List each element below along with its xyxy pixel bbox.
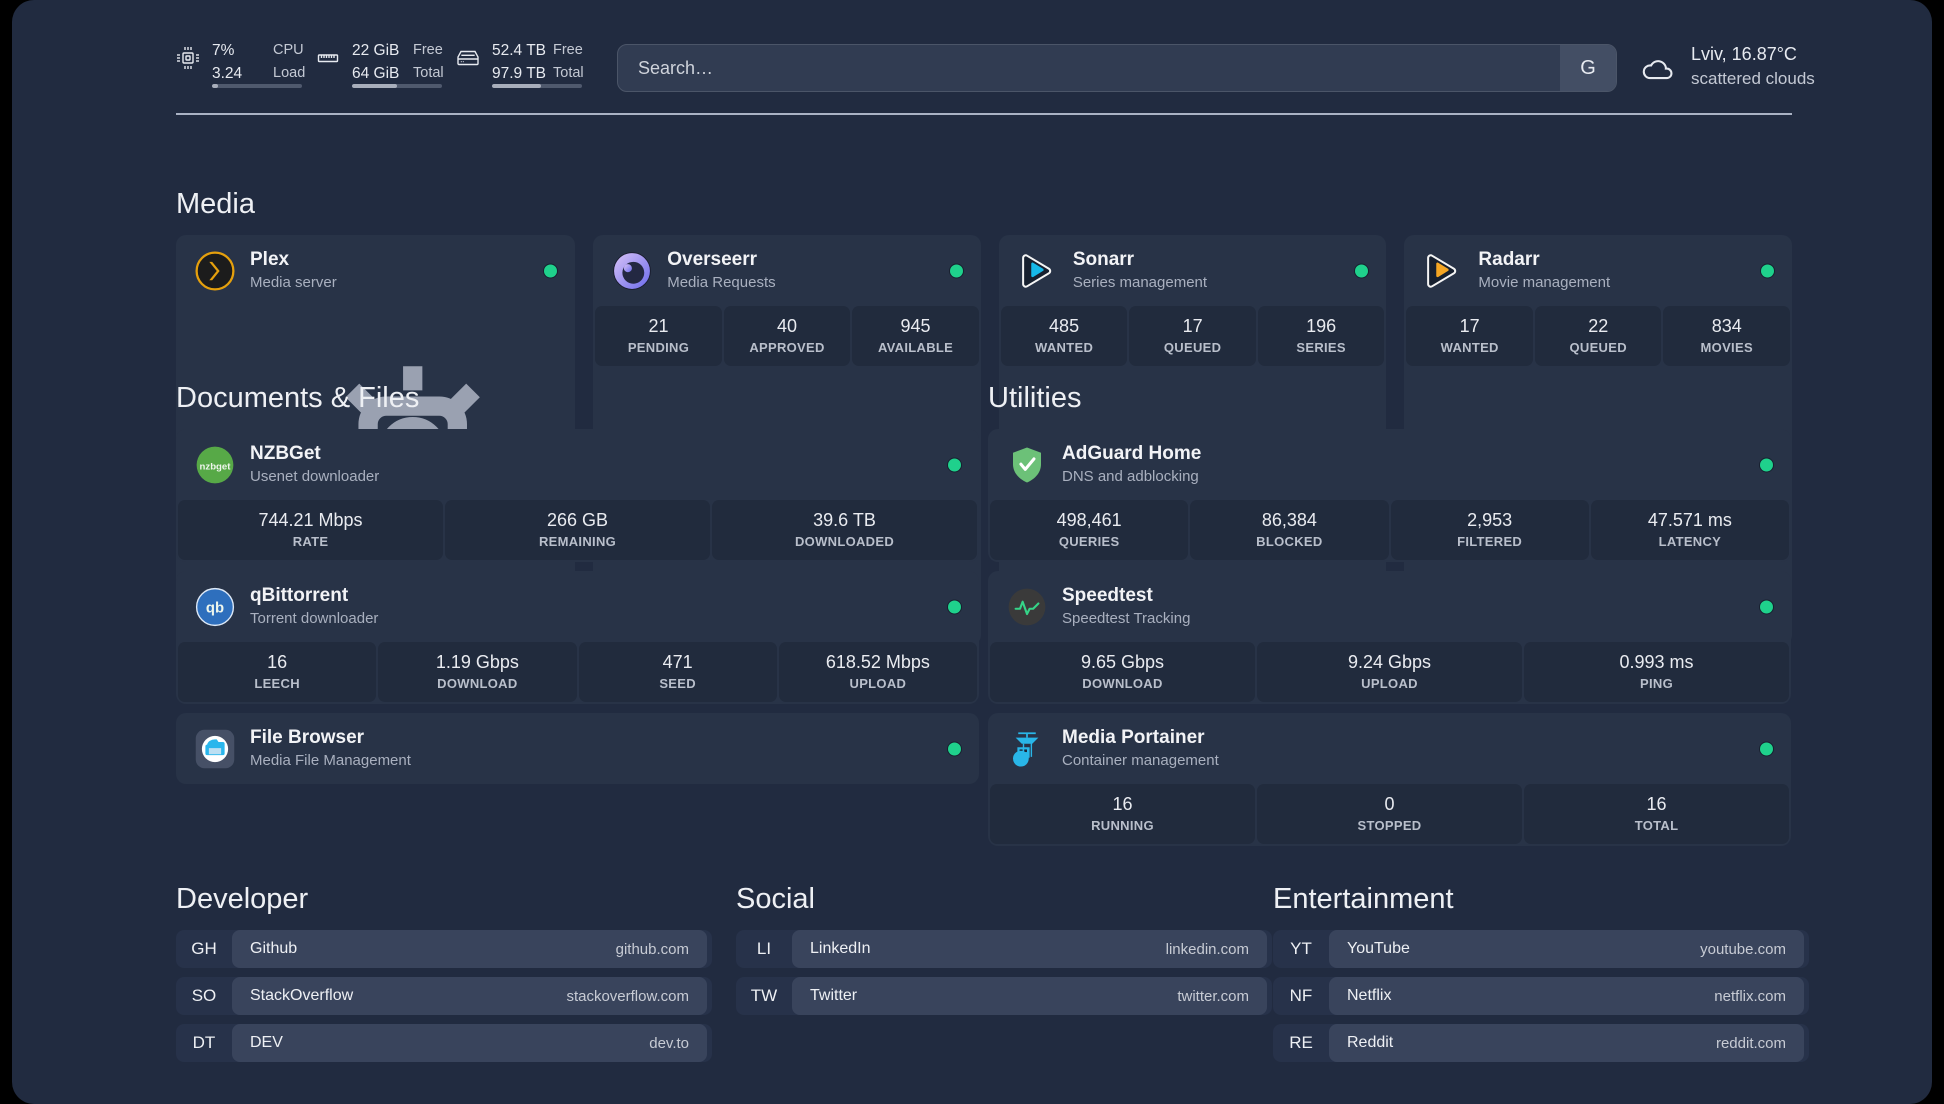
- svg-text:nzbget: nzbget: [200, 461, 232, 472]
- svg-text:qb: qb: [206, 600, 224, 616]
